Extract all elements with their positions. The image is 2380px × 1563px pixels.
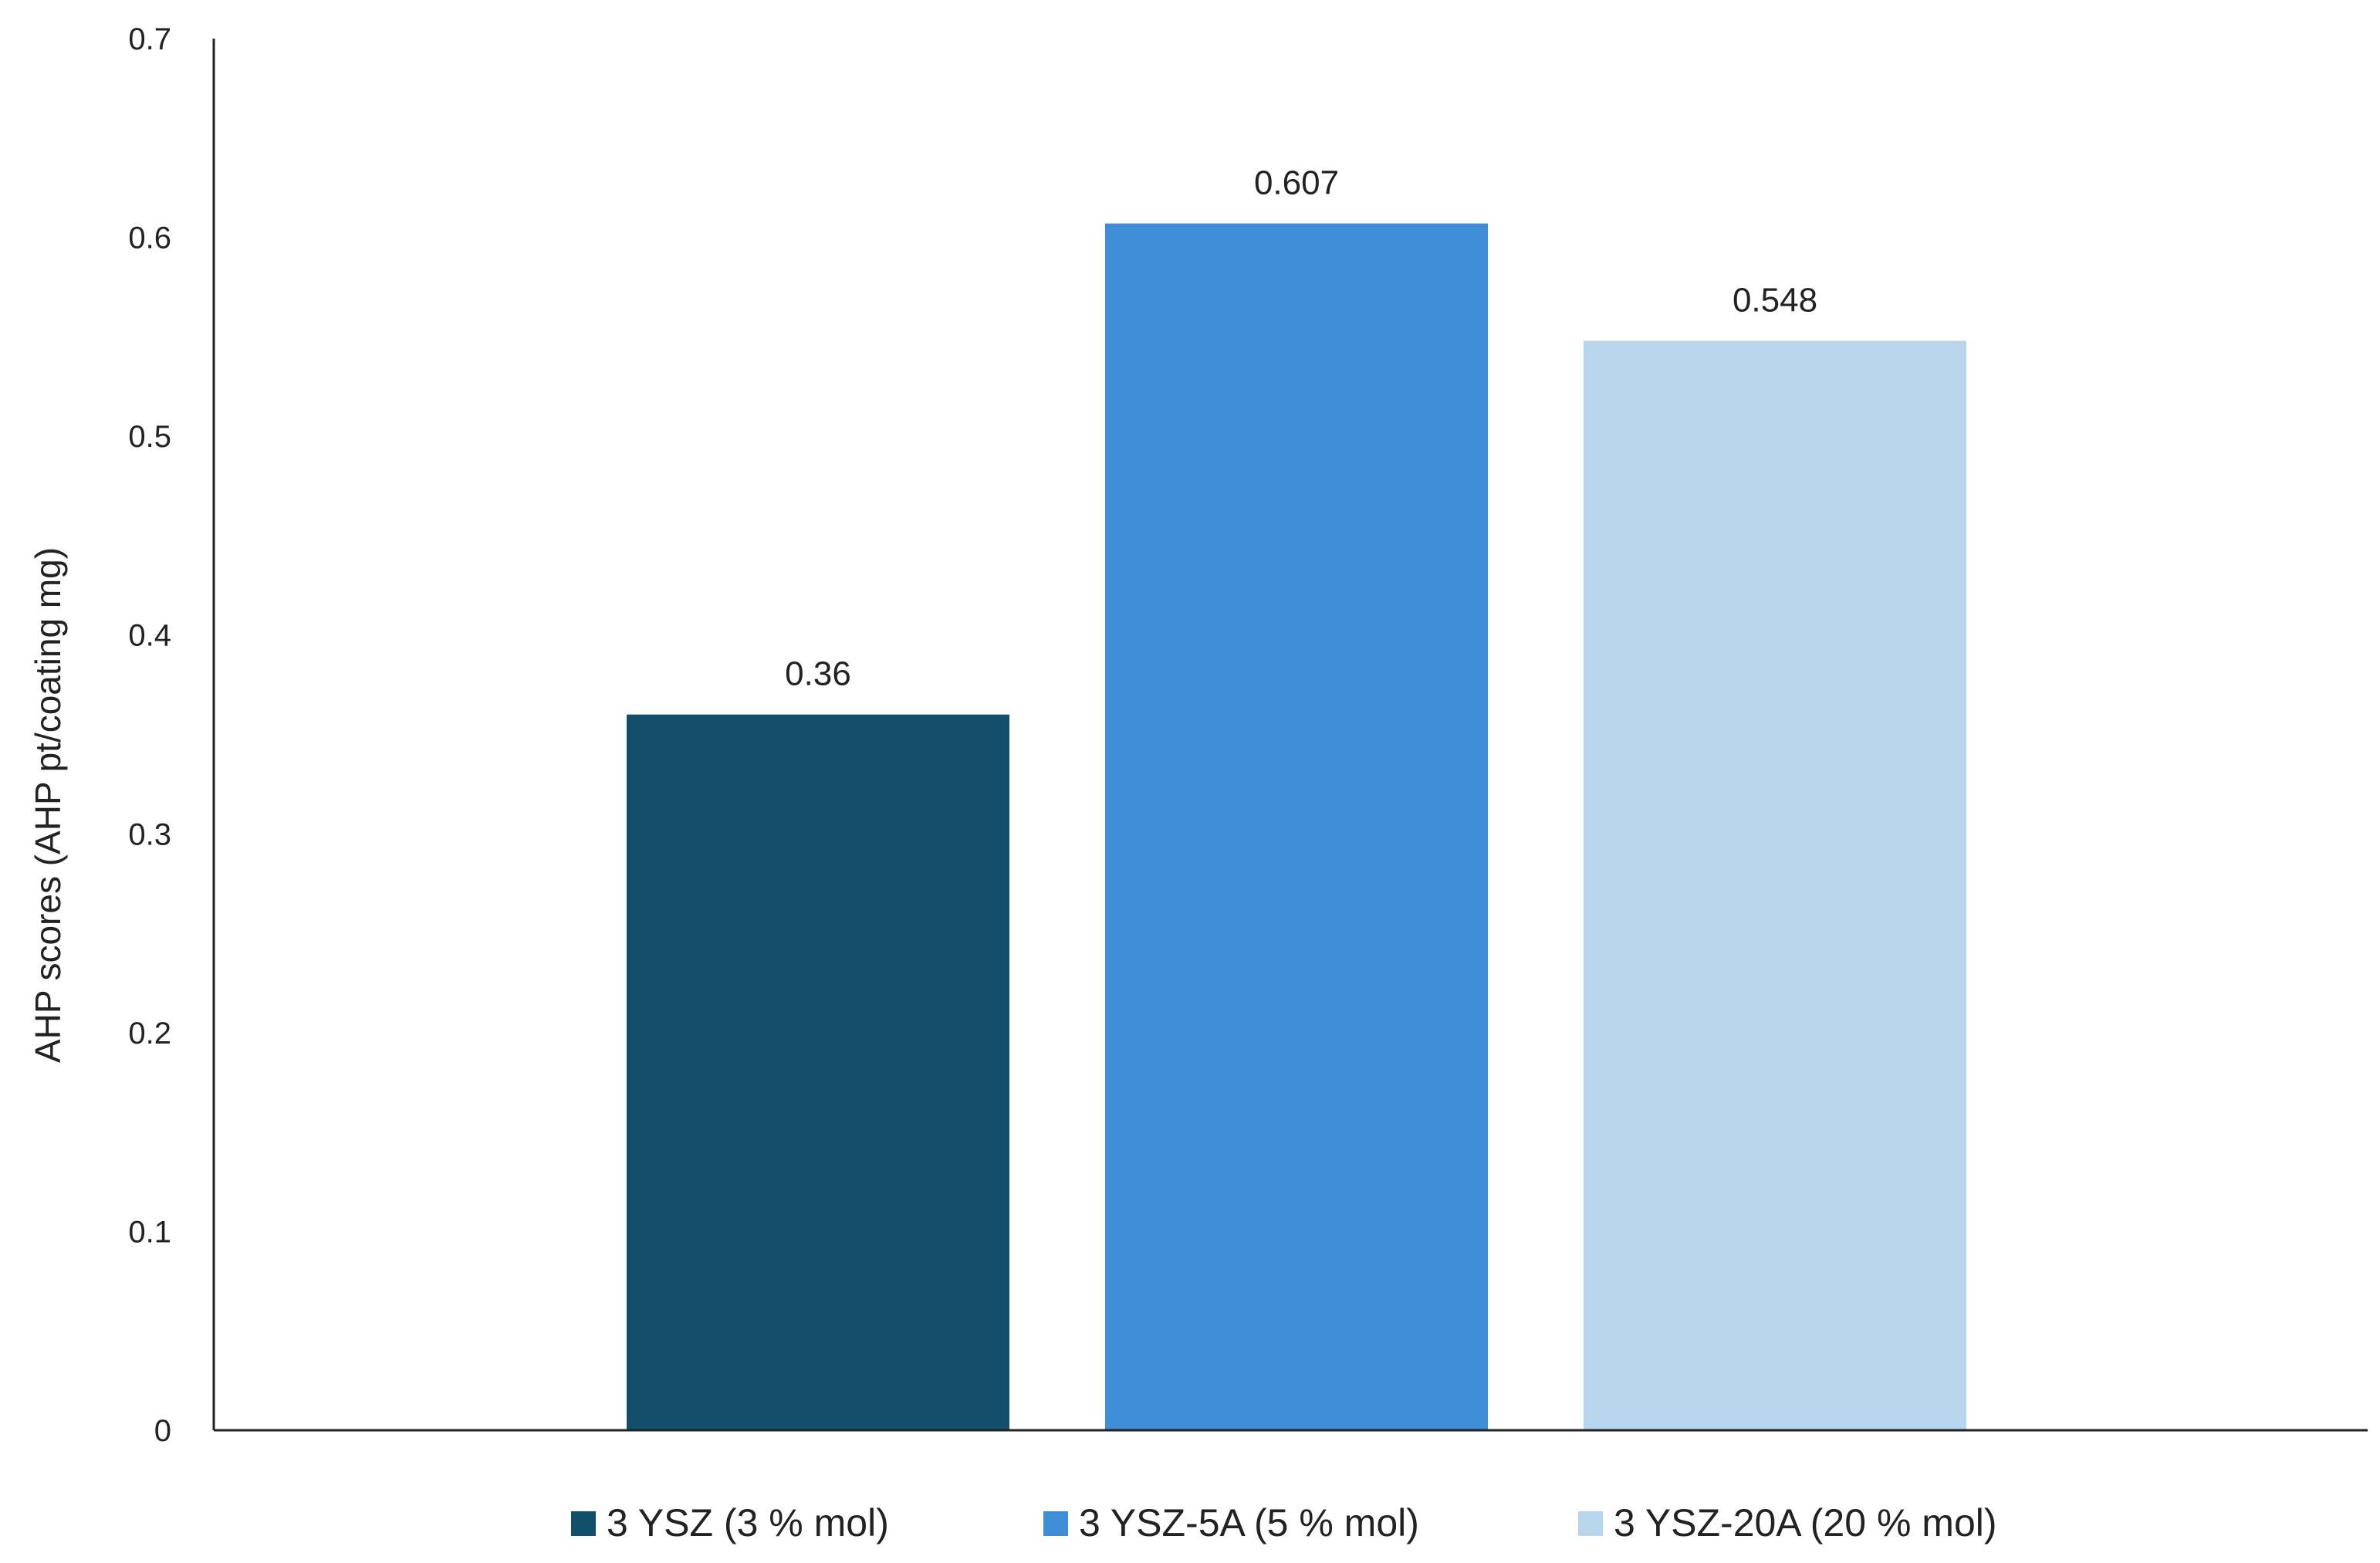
bar	[1105, 223, 1488, 1430]
y-axis-title: AHP scores (AHP pt/coating mg)	[28, 547, 68, 1063]
legend-label: 3 YSZ-5A (5 % mol)	[1079, 1501, 1419, 1544]
legend-swatch	[1043, 1511, 1068, 1536]
legend-swatch	[571, 1511, 596, 1536]
bars	[627, 223, 1966, 1431]
legend-item: 3 YSZ (3 % mol)	[571, 1501, 889, 1544]
legend-swatch	[1578, 1511, 1603, 1536]
y-tick-label: 0	[154, 1414, 171, 1448]
bar	[627, 714, 1009, 1430]
y-axis-ticks: 0 0.1 0.2 0.3 0.4 0.5 0.6 0.7	[128, 22, 171, 1448]
y-tick-label: 0.3	[128, 817, 171, 851]
legend-item: 3 YSZ-5A (5 % mol)	[1043, 1501, 1419, 1544]
y-tick-label: 0.5	[128, 420, 171, 454]
y-tick-label: 0.4	[128, 619, 171, 653]
data-label: 0.36	[785, 655, 851, 693]
y-tick-label: 0.1	[128, 1215, 171, 1249]
legend: 3 YSZ (3 % mol) 3 YSZ-5A (5 % mol) 3 YSZ-2…	[571, 1501, 1997, 1544]
y-tick-label: 0.6	[128, 222, 171, 255]
data-label: 0.548	[1733, 282, 1817, 320]
legend-label: 3 YSZ (3 % mol)	[607, 1501, 889, 1544]
bar	[1584, 340, 1966, 1431]
data-label: 0.607	[1254, 164, 1339, 202]
y-tick-label: 0.7	[128, 22, 171, 56]
y-tick-label: 0.2	[128, 1017, 171, 1050]
legend-label: 3 YSZ-20A (20 % mol)	[1614, 1501, 1997, 1544]
data-labels: 0.36 0.607 0.548	[785, 164, 1817, 693]
legend-item: 3 YSZ-20A (20 % mol)	[1578, 1501, 1997, 1544]
